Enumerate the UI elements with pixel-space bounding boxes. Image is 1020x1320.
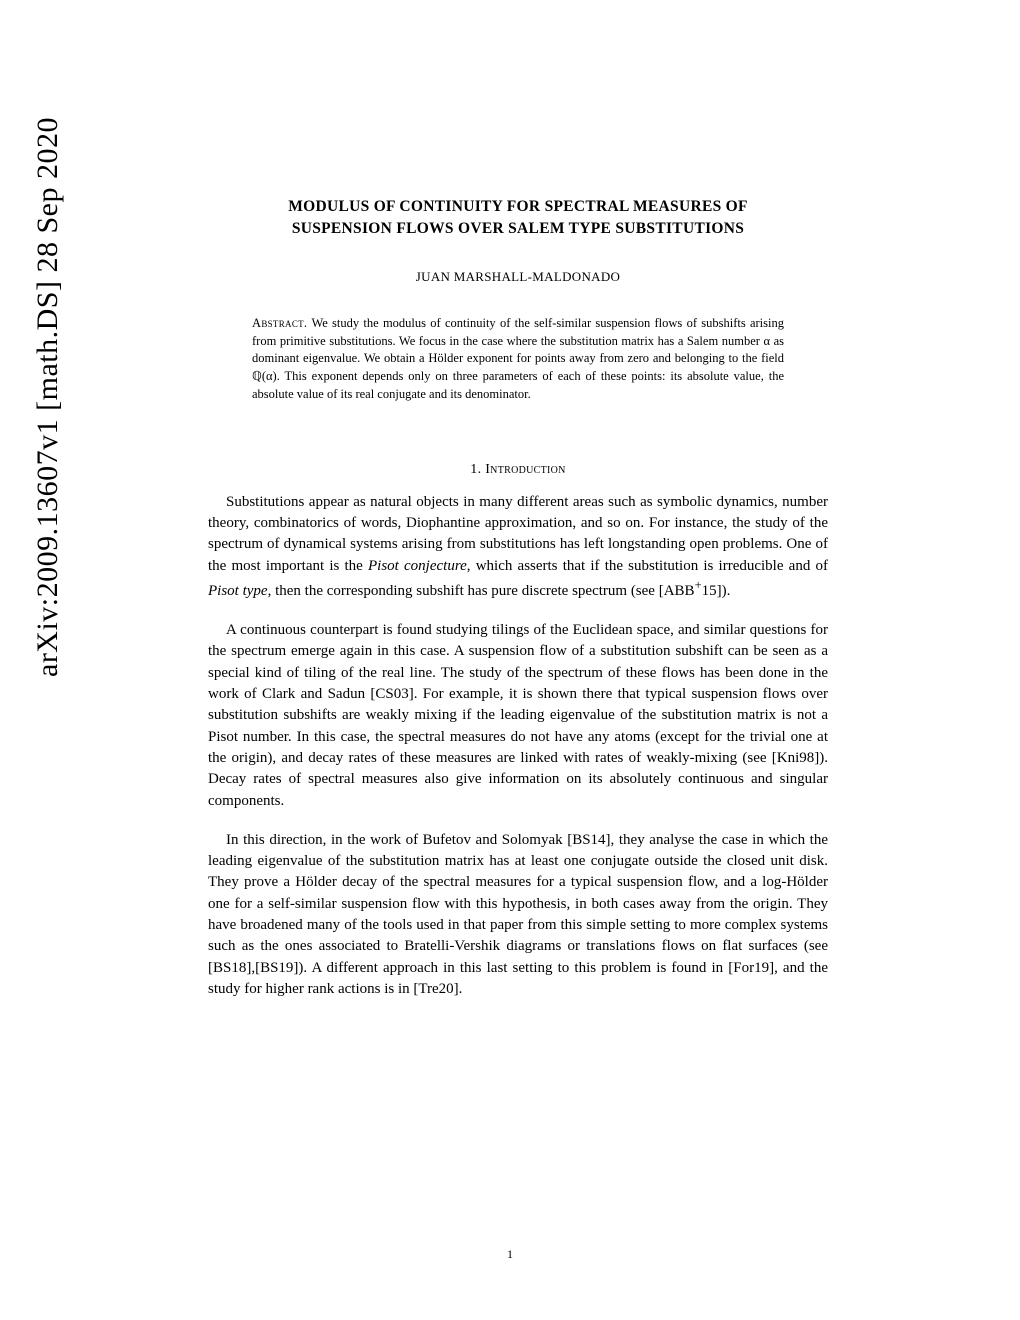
- arxiv-identifier: arXiv:2009.13607v1 [math.DS] 28 Sep 2020: [31, 117, 65, 677]
- abstract-text: We study the modulus of continuity of th…: [252, 316, 784, 401]
- para1-superscript: +: [695, 578, 702, 592]
- paper-content: MODULUS OF CONTINUITY FOR SPECTRAL MEASU…: [208, 196, 828, 1018]
- paragraph-3: In this direction, in the work of Bufeto…: [208, 830, 828, 1000]
- paper-author: JUAN MARSHALL-MALDONADO: [208, 269, 828, 285]
- para1-italic-1: Pisot conjecture: [368, 558, 467, 574]
- paragraph-1: Substitutions appear as natural objects …: [208, 492, 828, 602]
- para1-text-b: , which asserts that if the substitution…: [467, 558, 828, 574]
- section-heading: 1. Introduction: [208, 462, 828, 478]
- paper-abstract: Abstract. We study the modulus of contin…: [252, 315, 784, 404]
- para1-text-d: 15]).: [702, 583, 731, 599]
- title-line-1: MODULUS OF CONTINUITY FOR SPECTRAL MEASU…: [288, 198, 748, 215]
- para1-text-c: , then the corresponding subshift has pu…: [268, 583, 695, 599]
- para1-italic-2: Pisot type: [208, 583, 268, 599]
- page-number: 1: [0, 1247, 1020, 1262]
- paper-title: MODULUS OF CONTINUITY FOR SPECTRAL MEASU…: [208, 196, 828, 241]
- section-title: Introduction: [485, 462, 565, 477]
- title-line-2: SUSPENSION FLOWS OVER SALEM TYPE SUBSTIT…: [292, 220, 744, 237]
- section-number: 1.: [470, 462, 481, 477]
- paragraph-2: A continuous counterpart is found studyi…: [208, 620, 828, 812]
- abstract-label: Abstract.: [252, 316, 307, 330]
